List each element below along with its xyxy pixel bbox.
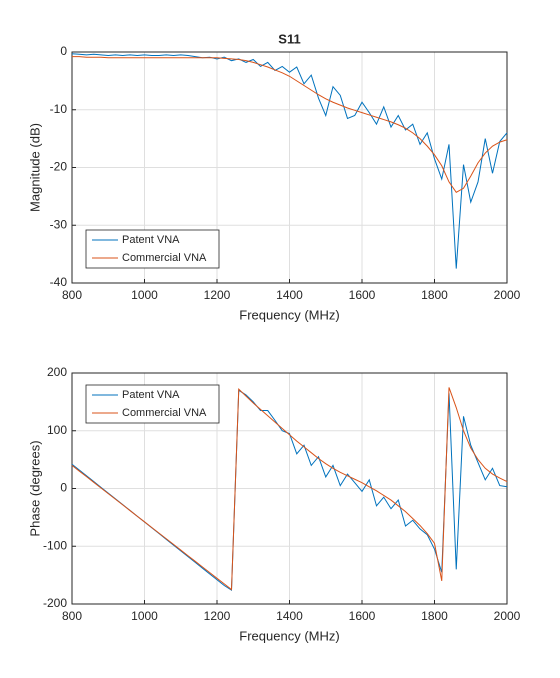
legend-label: Commercial VNA (122, 252, 207, 264)
x-tick-label: 1000 (131, 288, 158, 302)
x-tick-label: 1200 (204, 288, 231, 302)
x-tick-label: 1000 (131, 609, 158, 623)
x-axis-label: Frequency (MHz) (239, 307, 339, 322)
y-tick-label: -200 (43, 596, 67, 610)
legend-label: Commercial VNA (122, 407, 207, 419)
y-tick-label: -100 (43, 538, 67, 552)
x-tick-label: 1600 (349, 288, 376, 302)
x-tick-label: 2000 (494, 288, 521, 302)
series-line (71, 387, 508, 591)
y-axis-label: Magnitude (dB) (27, 123, 42, 212)
y-tick-label: -30 (50, 217, 68, 231)
y-tick-label: -40 (50, 275, 68, 289)
x-tick-label: 1400 (276, 288, 303, 302)
x-tick-label: 800 (62, 288, 82, 302)
legend-label: Patent VNA (122, 389, 180, 401)
y-tick-label: 200 (47, 365, 67, 379)
y-tick-label: 100 (47, 423, 67, 437)
y-tick-label: -10 (50, 102, 68, 116)
legend-label: Patent VNA (122, 234, 180, 246)
series-line (71, 53, 508, 269)
x-tick-label: 800 (62, 609, 82, 623)
x-tick-label: 1400 (276, 609, 303, 623)
x-axis-label: Frequency (MHz) (239, 628, 339, 643)
y-tick-label: 0 (60, 481, 67, 495)
y-axis-label: Phase (degrees) (27, 440, 42, 536)
x-tick-label: 2000 (494, 609, 521, 623)
chart-title: S11 (278, 31, 300, 46)
series-line (72, 56, 508, 193)
axes-box (71, 51, 508, 284)
axes-box (71, 372, 508, 605)
x-tick-label: 1200 (204, 609, 231, 623)
x-tick-label: 1600 (349, 609, 376, 623)
y-tick-label: -20 (50, 160, 68, 174)
y-tick-label: 0 (60, 44, 67, 58)
x-tick-label: 1800 (421, 609, 448, 623)
x-tick-label: 1800 (421, 288, 448, 302)
legend-box (85, 384, 220, 424)
legend-box (85, 229, 220, 269)
